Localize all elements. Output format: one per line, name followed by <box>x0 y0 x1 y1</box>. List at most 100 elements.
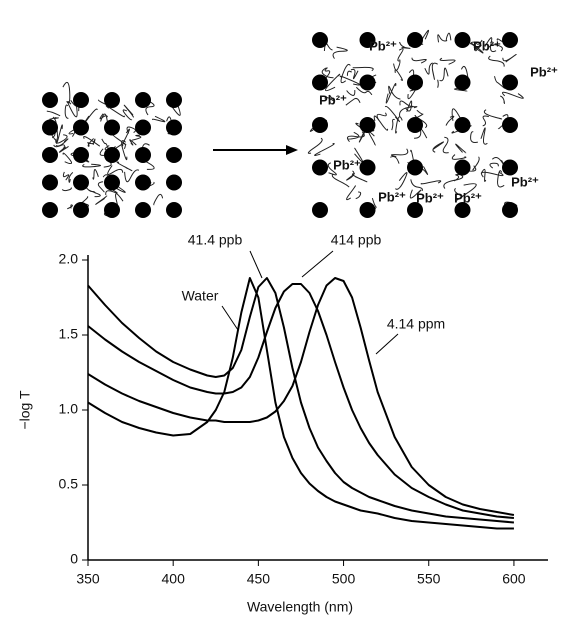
particle <box>166 202 182 218</box>
particle <box>104 92 120 108</box>
particle <box>166 174 182 191</box>
ligand <box>399 106 418 117</box>
x-axis-label: Wavelength (nm) <box>247 599 353 615</box>
series-annotation: 414 ppb <box>331 232 382 248</box>
pb-label: Pb²⁺ <box>378 189 406 204</box>
ligand <box>373 115 389 131</box>
ligand <box>489 162 499 169</box>
particle <box>359 74 376 91</box>
ligand <box>376 112 387 121</box>
ligand <box>345 97 361 106</box>
particle <box>104 147 120 163</box>
particle <box>359 32 376 48</box>
particle <box>73 119 89 136</box>
y-tick-label: 0 <box>70 551 78 567</box>
series-annotation: 41.4 ppb <box>188 232 243 248</box>
ligand <box>347 131 360 140</box>
ligand <box>53 144 65 151</box>
ligand <box>470 39 483 45</box>
ligand <box>416 109 424 118</box>
ligand <box>397 48 404 62</box>
series-line <box>87 283 515 519</box>
ligand <box>346 170 355 181</box>
ligand <box>87 138 94 147</box>
ligand <box>355 191 362 200</box>
particle <box>135 147 151 163</box>
ligand <box>483 109 503 120</box>
series-annotation: Water <box>182 288 219 304</box>
ligand <box>399 41 411 49</box>
ligand <box>470 131 478 143</box>
ligand <box>420 180 442 185</box>
leader-line <box>221 305 239 331</box>
particle <box>73 147 89 163</box>
particle <box>135 174 151 191</box>
ligand <box>502 91 524 99</box>
particle <box>42 202 58 218</box>
ligand <box>480 168 487 182</box>
ligand <box>62 152 73 165</box>
ligand <box>83 136 101 147</box>
ligand <box>451 154 467 160</box>
pb-label: Pb²⁺ <box>511 174 539 189</box>
particle <box>312 117 328 133</box>
x-tick-label: 550 <box>417 571 441 587</box>
x-tick-label: 400 <box>162 571 186 587</box>
arrow-head <box>286 145 298 155</box>
ligand <box>92 169 99 180</box>
ligand <box>101 138 109 149</box>
ligand <box>67 100 78 118</box>
ligand <box>390 148 409 158</box>
particle <box>359 202 376 218</box>
particle <box>359 159 376 176</box>
ligand <box>395 116 403 134</box>
ligand <box>472 156 480 171</box>
particle <box>312 74 328 91</box>
ligand <box>484 37 497 53</box>
leader-line <box>301 250 334 278</box>
particle <box>407 32 423 48</box>
particle <box>166 119 182 136</box>
ligand <box>64 104 69 119</box>
ligand <box>46 110 61 117</box>
ligand <box>88 189 101 198</box>
particle <box>166 147 182 163</box>
particle <box>42 119 58 136</box>
ligand <box>307 137 323 154</box>
particle <box>502 74 518 91</box>
ligand <box>124 169 140 183</box>
ligand <box>431 62 438 80</box>
ligand <box>327 162 337 176</box>
ligand <box>105 187 118 196</box>
particle <box>135 119 151 136</box>
ligand <box>502 53 517 63</box>
particle <box>407 159 423 176</box>
ligand <box>354 147 364 163</box>
particle <box>104 119 120 136</box>
ligand <box>439 67 449 82</box>
pb-label: Pb²⁺ <box>454 190 482 205</box>
particle <box>502 32 518 48</box>
ligand <box>87 138 96 145</box>
leader-line <box>375 333 399 355</box>
particle <box>454 74 471 91</box>
ligand <box>62 171 70 181</box>
particle <box>73 174 89 191</box>
ligand <box>99 113 108 120</box>
particle <box>454 202 471 218</box>
ligand <box>469 42 484 54</box>
y-tick-label: 1.5 <box>59 326 79 342</box>
y-tick-label: 2.0 <box>59 251 79 267</box>
ligand <box>105 105 125 118</box>
ligand <box>470 43 482 52</box>
ligand <box>145 100 155 116</box>
ligand <box>454 187 463 197</box>
particle <box>454 32 471 48</box>
ligand <box>404 100 413 113</box>
pb-label: Pb²⁺ <box>473 38 501 53</box>
ligand <box>68 171 74 183</box>
ligand <box>82 163 101 168</box>
particle <box>312 159 328 176</box>
ligand <box>355 86 373 96</box>
